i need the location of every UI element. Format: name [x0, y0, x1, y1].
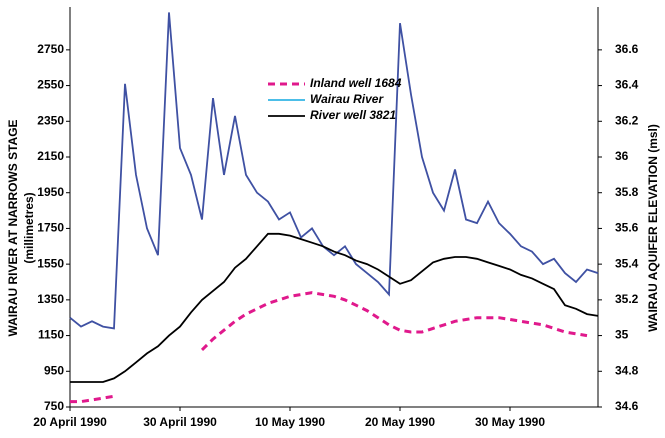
legend-label: Wairau River	[310, 92, 384, 106]
y-tick-label: 2550	[37, 78, 64, 92]
y2-axis-label: WAIRAU AQUIFER ELEVATION (msl)	[646, 124, 660, 332]
line-series	[70, 291, 588, 404]
x-tick-label: 20 May 1990	[365, 415, 435, 429]
y-tick-label: 750	[44, 399, 64, 413]
x-tick-label: 30 April 1990	[143, 415, 217, 429]
y2-tick-label: 34.6	[615, 399, 639, 413]
y-tick-label: 2150	[37, 149, 64, 163]
y2-tick-label: 35.8	[615, 185, 639, 199]
y2-tick-label: 35	[615, 328, 629, 342]
legend-label: River well 3821	[310, 108, 396, 122]
x-tick-label: 10 May 1990	[255, 415, 325, 429]
y-axis-label: (millimetres)	[22, 192, 36, 263]
legend-label: Inland well 1684	[310, 76, 402, 90]
y2-tick-label: 36.6	[615, 42, 639, 56]
x-tick-label: 20 April 1990	[33, 415, 107, 429]
y2-tick-label: 35.4	[615, 256, 639, 270]
y-tick-label: 1950	[37, 185, 64, 199]
y-tick-label: 1550	[37, 256, 64, 270]
y-axis-label: WAIRAU RIVER AT NARROWS STAGE	[6, 119, 20, 336]
y-tick-label: 1750	[37, 221, 64, 235]
y2-tick-label: 36.2	[615, 113, 639, 127]
x-tick-label: 30 May 1990	[475, 415, 545, 429]
y-tick-label: 2750	[37, 42, 64, 56]
line-series	[69, 12, 599, 330]
y-tick-label: 1350	[37, 292, 64, 306]
y-tick-label: 950	[44, 363, 64, 377]
y-tick-label: 2350	[37, 113, 64, 127]
y-tick-label: 1150	[38, 328, 64, 342]
y2-tick-label: 36.4	[615, 78, 639, 92]
y2-tick-label: 36	[615, 149, 629, 163]
y2-tick-label: 35.2	[615, 292, 639, 306]
y2-tick-label: 34.8	[615, 363, 639, 377]
line-series	[70, 232, 599, 383]
y2-tick-label: 35.6	[615, 221, 639, 235]
